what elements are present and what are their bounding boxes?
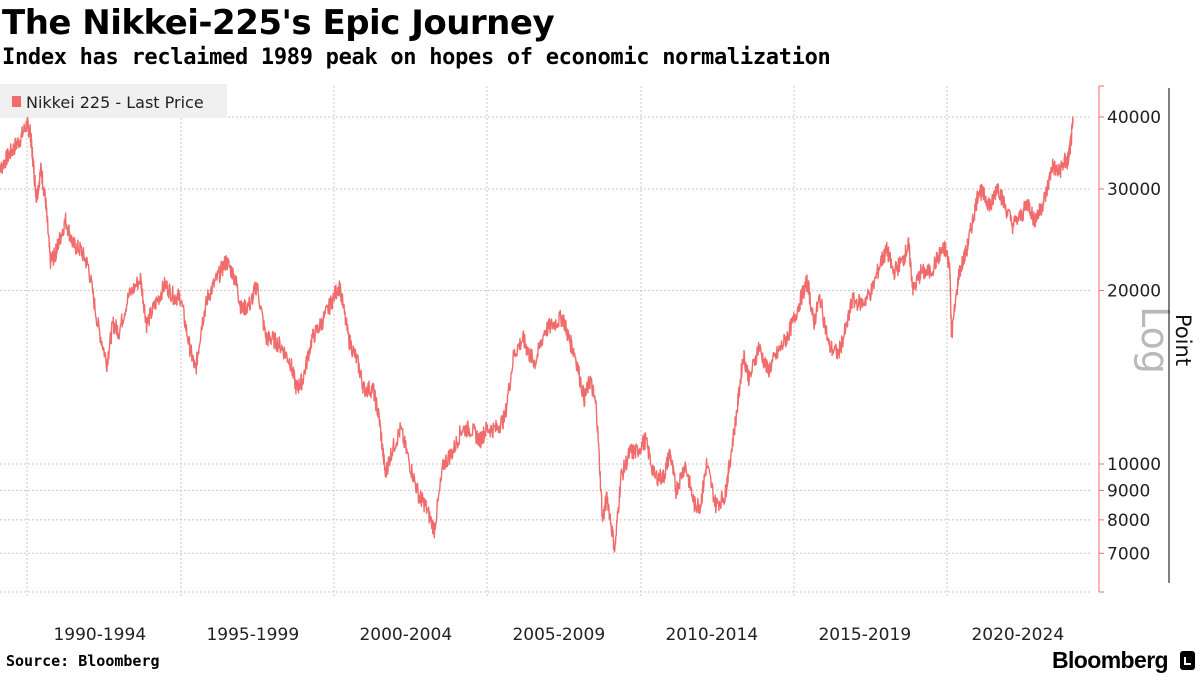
x-tick-label: 1995-1999 bbox=[206, 625, 299, 645]
x-tick-label: 1990-1994 bbox=[53, 625, 146, 645]
series bbox=[0, 116, 1074, 553]
bloomberg-logo: Bloomberg bbox=[1052, 647, 1169, 673]
x-tick-label: 2000-2004 bbox=[359, 625, 452, 645]
x-tick-label: 2015-2019 bbox=[818, 625, 911, 645]
legend-background bbox=[0, 84, 227, 118]
y-scale-label: Log bbox=[1133, 306, 1177, 374]
source-note: Source: Bloomberg bbox=[6, 652, 160, 670]
y-axis-label: Point bbox=[1171, 314, 1195, 366]
legend-label: Nikkei 225 - Last Price bbox=[26, 93, 204, 112]
legend: Nikkei 225 - Last Price bbox=[0, 84, 227, 118]
y-tick-label: 30000 bbox=[1107, 180, 1161, 200]
x-tick-label: 2005-2009 bbox=[512, 625, 605, 645]
y-tick-label: 7000 bbox=[1107, 544, 1150, 564]
y-tick-label: 9000 bbox=[1107, 481, 1150, 501]
x-tick-label: 2020-2024 bbox=[971, 625, 1064, 645]
grid bbox=[0, 86, 1092, 598]
y-tick-label: 10000 bbox=[1107, 455, 1161, 475]
y-tick-label: 20000 bbox=[1107, 282, 1161, 302]
bloomberg-mark-icon bbox=[1180, 651, 1195, 670]
x-axis: 1990-1994 1995-1999 2000-2004 2005-2009 2010… bbox=[53, 625, 1064, 645]
x-tick-label: 2010-2014 bbox=[665, 625, 758, 645]
series-line-nikkei-225 bbox=[0, 116, 1074, 553]
chart-subtitle: Index has reclaimed 1989 peak on hopes o… bbox=[2, 45, 831, 70]
y-axis: 7000 8000 9000 10000 20000 30000 40000 bbox=[1098, 85, 1161, 593]
chart-title: The Nikkei-225's Epic Journey bbox=[2, 3, 555, 43]
y-tick-label: 8000 bbox=[1107, 511, 1150, 531]
legend-swatch bbox=[12, 96, 21, 107]
y-tick-label: 40000 bbox=[1107, 108, 1161, 128]
